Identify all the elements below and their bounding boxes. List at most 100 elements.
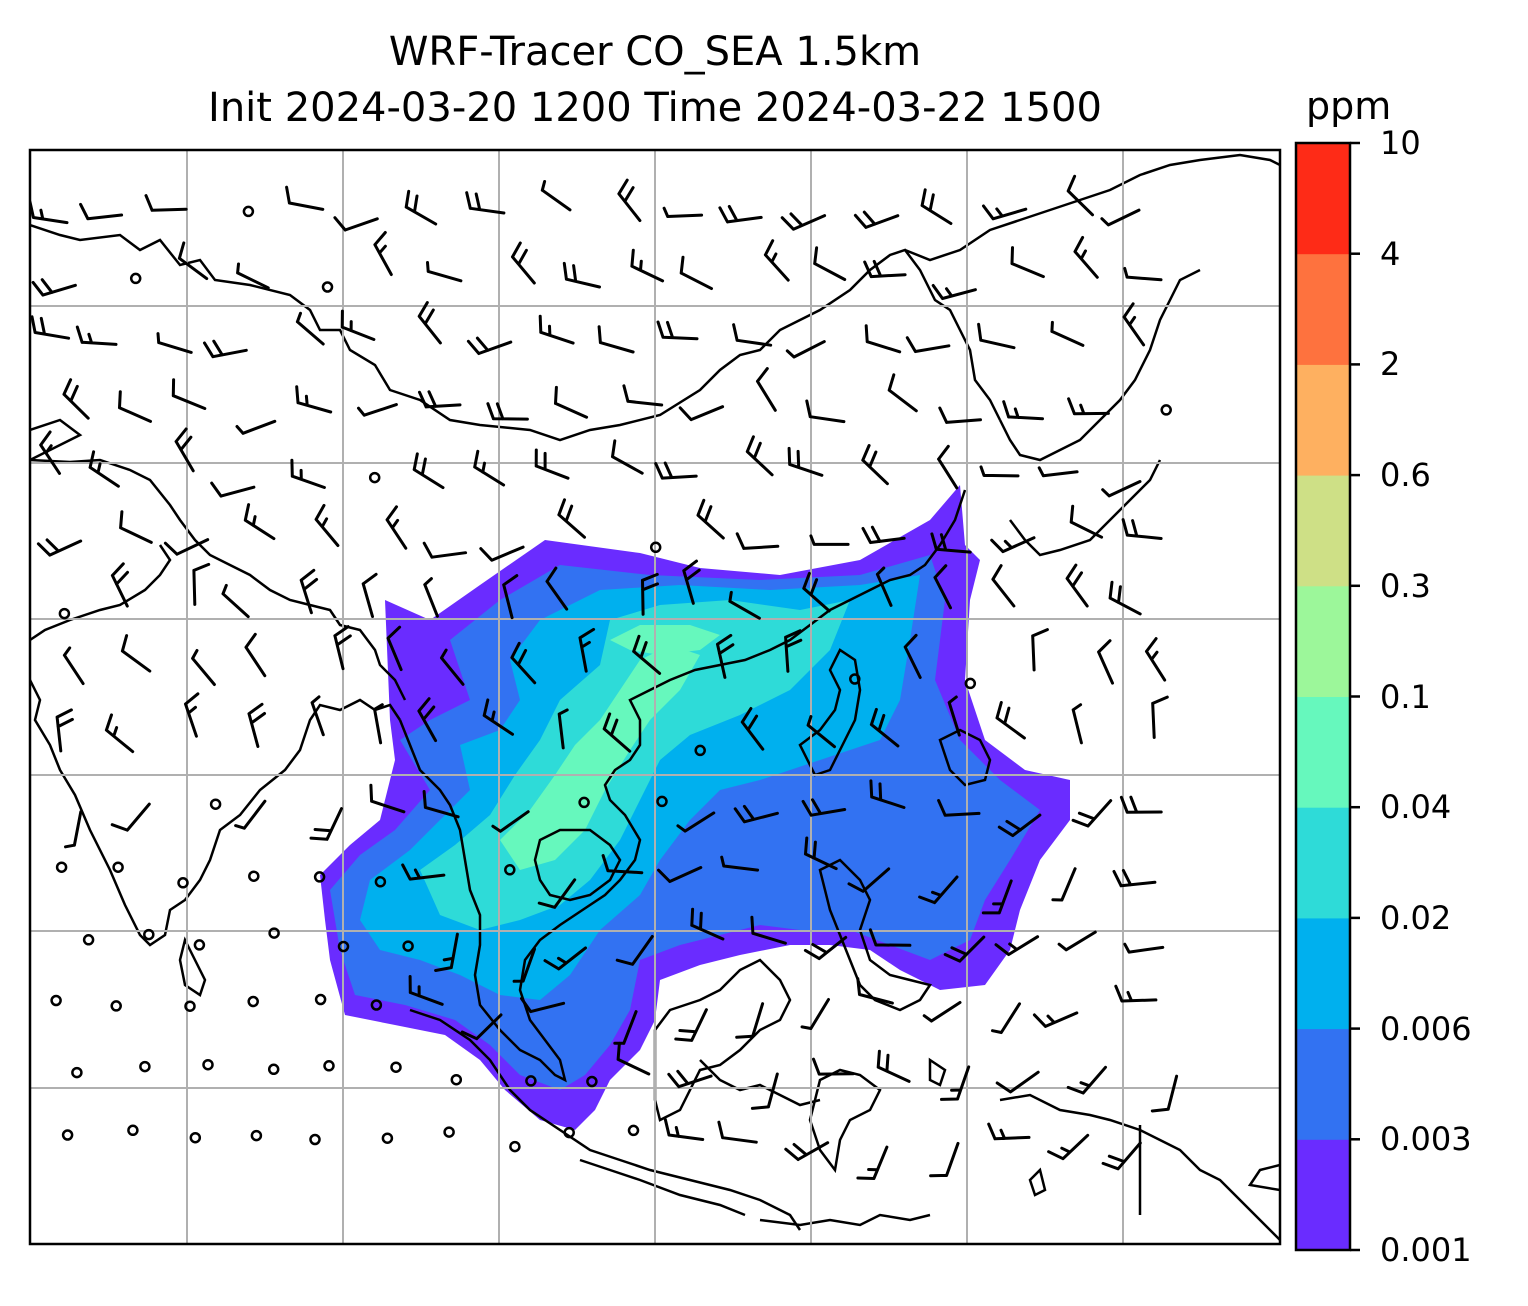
wind-barb-icon [369,783,406,814]
wind-barb-icon [718,205,763,224]
wind-barb-icon [110,802,151,832]
wind-barb-icon [690,907,725,941]
wind-barb-icon [177,241,209,281]
wind-barb-icon [1119,795,1163,814]
wind-barb-icon [62,646,85,686]
wind-barb-icon [785,340,826,359]
wind-barb-icon [373,231,393,276]
wind-barb-icon [1097,639,1114,685]
wind-barb-icon [510,641,537,685]
calm-circle-icon [189,1131,202,1144]
calm-circle-icon [586,1075,598,1088]
wind-barb-icon [314,503,340,547]
wind-barb-icon [491,810,530,833]
calm-circle-icon [242,205,255,218]
wind-barb-icon [299,568,319,615]
wind-barb-icon [295,385,333,414]
wind-barb-icon [62,378,90,420]
chart-subtitle: Init 2024-03-20 1200 Time 2024-03-22 150… [208,85,1102,131]
wind-barb-icon [905,336,951,353]
wind-barb-icon [418,390,462,409]
wind-barb-icon [357,403,398,417]
wind-barb-icon [875,566,893,607]
wind-barb-icon [861,525,906,544]
wind-barb-icon [36,538,83,557]
calm-circle-icon [313,871,326,883]
colorbar-segment [1296,253,1350,365]
wind-barb-icon [554,385,589,419]
wind-barb-icon [733,804,779,824]
colorbar-tick-label: 0.1 [1380,677,1431,716]
wind-barb-icon [285,185,325,211]
colorbar-segment [1296,475,1350,587]
wind-barb-icon [931,284,977,300]
wind-barb-icon [943,935,986,963]
wind-barb-icon [674,1008,708,1042]
wind-barb-icon [520,997,566,1014]
wind-barb-icon [750,915,787,945]
calm-circle-icon [1160,404,1172,416]
wind-barb-icon [422,541,468,559]
colorbar-segment [1296,807,1350,919]
calm-circle-icon [61,1129,74,1141]
wind-barb-icon [995,1070,1040,1094]
map-frame [28,148,1282,1246]
calm-circle-icon [563,1126,575,1139]
calm-circle-icon [381,1132,394,1144]
wind-barb-icon [578,627,596,673]
wind-barb-icon [601,854,644,875]
wind-barb-icon [386,625,403,672]
calm-circle-icon [525,1075,537,1087]
wind-barb-icon [682,559,701,605]
wind-barb-icon [922,1001,962,1023]
wind-barb-icon [333,216,379,232]
wind-barb-icon [679,255,713,291]
colorbar-tick-label: 0.3 [1380,566,1431,605]
wind-barb-icon [55,708,74,753]
colorbar-tick-label: 0.04 [1380,788,1452,827]
wind-barb-icon [440,648,465,686]
coastlines [30,153,1280,1241]
wind-barb-icon [780,212,827,231]
wind-barb-icon [104,713,135,754]
wind-barb-icon [801,798,847,817]
calm-circle-icon [656,795,668,808]
wind-barb-icon [1108,580,1142,616]
wind-barb-icon [412,452,445,490]
wind-barb-icon [1051,867,1077,902]
wind-barb-icon [236,262,270,290]
wind-barb-icon [144,194,188,212]
colorbar-tick-label: 0.02 [1380,898,1452,937]
wind-barb-icon [662,206,704,218]
wind-barb-icon [79,202,124,221]
calm-circle-icon [250,1129,263,1142]
colorbar-segment [1296,585,1350,697]
calm-circle-icon [50,994,62,1007]
wind-barb-icon [417,301,442,345]
wind-barb-icon [88,450,120,488]
colorbar-unit-label: ppm [1306,84,1392,128]
wind-barb-icon [887,373,918,413]
colorbar-tick-label: 2 [1380,345,1401,384]
wind-barb-icon [333,625,352,671]
wind-barb-icon [1145,637,1167,682]
wind-barb-icon [667,1069,713,1089]
calm-circle-icon [82,934,95,946]
calm-circle-icon [143,928,155,941]
wind-barb-icon [847,867,891,893]
colorbar-segment [1296,1139,1350,1251]
wind-barb-icon [918,875,959,905]
wind-barb-icon [191,649,216,686]
wind-barb-icon [977,322,1016,350]
wind-barb-icon [163,538,210,556]
wind-barb-icon [473,449,506,487]
colorbar-tick-label: 0.6 [1380,456,1431,495]
wind-barb-icon [543,946,587,971]
wind-barb-icon [247,702,266,748]
wind-barb-icon [930,532,972,554]
wind-barb-icon [602,712,632,753]
wind-barb-icon [1032,1011,1079,1028]
calm-circle-icon [368,471,381,484]
wind-barb-icon [417,697,438,743]
